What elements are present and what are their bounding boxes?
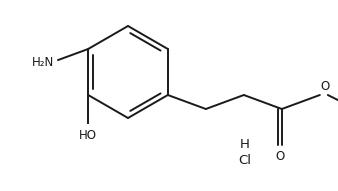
Text: H: H bbox=[240, 138, 250, 151]
Text: H₂N: H₂N bbox=[32, 56, 54, 69]
Text: O: O bbox=[275, 150, 285, 163]
Text: O: O bbox=[321, 80, 330, 93]
Text: Cl: Cl bbox=[239, 155, 251, 168]
Text: HO: HO bbox=[79, 129, 97, 142]
